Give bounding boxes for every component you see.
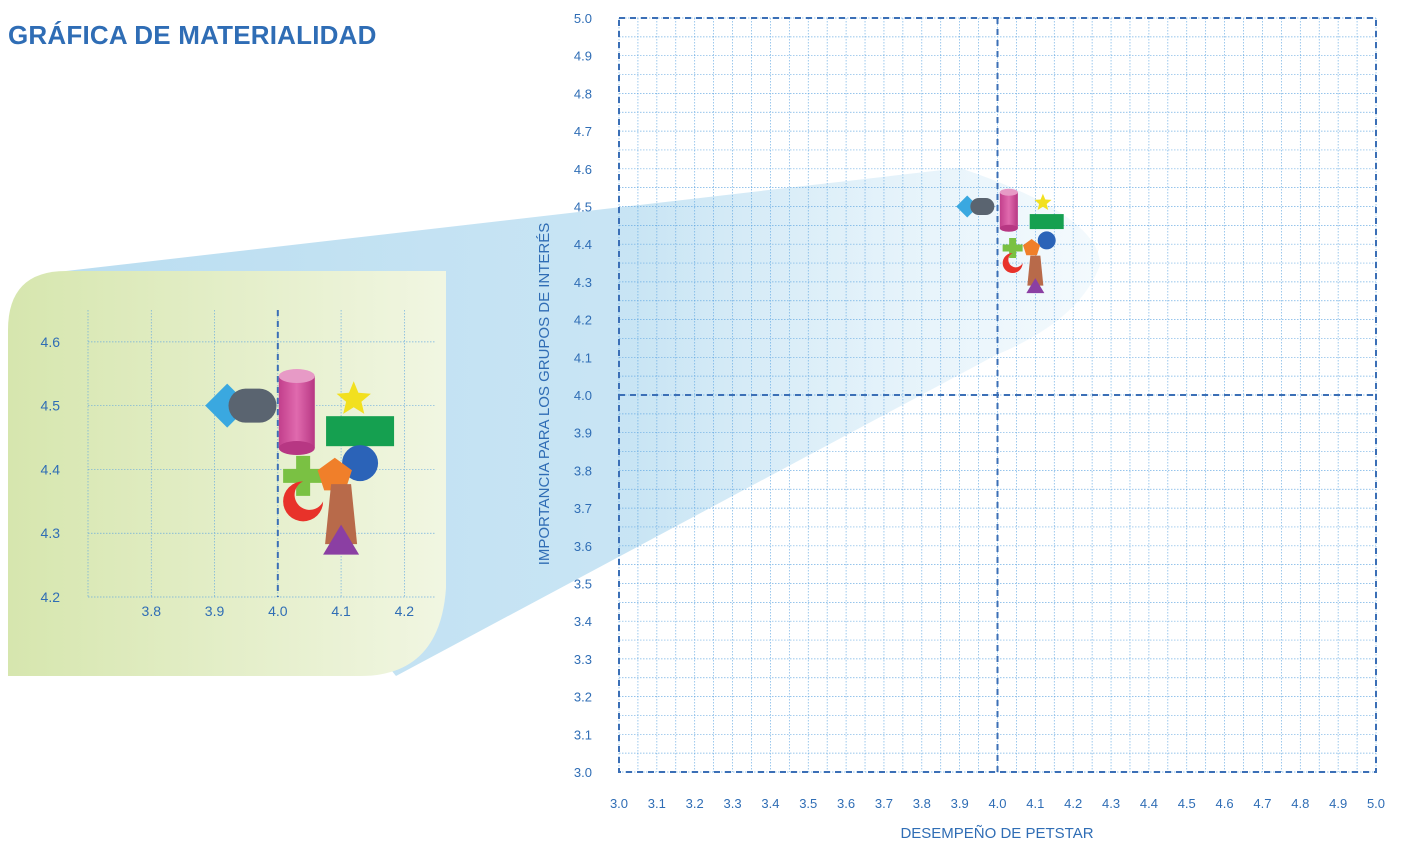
cylinder-top bbox=[278, 369, 315, 384]
x-tick-label: 4.7 bbox=[1253, 796, 1271, 811]
data-point-trapezoid bbox=[1027, 255, 1044, 286]
data-point-triangle bbox=[1026, 278, 1045, 294]
data-point-rectangle bbox=[326, 416, 395, 447]
data-point-pentagon bbox=[1023, 239, 1041, 256]
x-tick-label: 4.8 bbox=[1291, 796, 1309, 811]
x-tick-label: 4.6 bbox=[1216, 796, 1234, 811]
inset-chart: 3.8 3.9 4.0 4.1 4.2 4.2 4.3 4.4 4.5 4.6 bbox=[41, 310, 436, 619]
x-tick-label: 4.0 bbox=[988, 796, 1006, 811]
y-tick-label: 4.9 bbox=[574, 49, 592, 64]
x-tick-label: 3.9 bbox=[205, 603, 225, 619]
page-title: GRÁFICA DE MATERIALIDAD bbox=[8, 20, 377, 50]
data-point-crescent bbox=[283, 481, 324, 522]
data-point-circle bbox=[1037, 231, 1056, 250]
x-tick-label: 3.3 bbox=[724, 796, 742, 811]
y-tick-label: 4.4 bbox=[41, 461, 61, 477]
x-tick-label: 3.9 bbox=[951, 796, 969, 811]
data-point-triangle bbox=[323, 524, 360, 555]
y-tick-label: 3.6 bbox=[574, 539, 592, 554]
x-tick-label: 3.8 bbox=[913, 796, 931, 811]
y-tick-label: 3.3 bbox=[574, 652, 592, 667]
x-tick-label: 5.0 bbox=[1367, 796, 1385, 811]
y-tick-label: 4.1 bbox=[574, 350, 592, 365]
x-tick-label: 4.0 bbox=[268, 603, 288, 619]
data-point-capsule bbox=[228, 388, 277, 423]
y-tick-label: 3.0 bbox=[574, 765, 592, 780]
data-point-star bbox=[1034, 193, 1052, 210]
y-tick-label: 3.1 bbox=[574, 727, 592, 742]
data-point-pentagon bbox=[317, 457, 352, 491]
y-tick-label: 4.0 bbox=[574, 388, 592, 403]
data-point-trapezoid bbox=[325, 484, 358, 545]
x-tick-label: 3.8 bbox=[142, 603, 162, 619]
cylinder-body bbox=[278, 376, 315, 449]
data-point-star bbox=[336, 381, 371, 414]
x-tick-label: 3.7 bbox=[875, 796, 893, 811]
y-tick-label: 4.5 bbox=[574, 200, 592, 215]
cylinder-bottom bbox=[278, 441, 315, 456]
y-tick-label: 4.7 bbox=[574, 124, 592, 139]
y-tick-label: 4.4 bbox=[574, 237, 592, 252]
cylinder-top bbox=[999, 188, 1018, 196]
y-tick-label: 4.5 bbox=[41, 398, 61, 414]
cylinder-bottom bbox=[999, 224, 1018, 232]
y-tick-label: 4.3 bbox=[574, 275, 592, 290]
x-tick-label: 4.1 bbox=[331, 603, 351, 619]
y-tick-label: 3.2 bbox=[574, 690, 592, 705]
y-tick-label: 3.4 bbox=[574, 614, 592, 629]
data-point-cross bbox=[1002, 237, 1023, 258]
x-tick-label: 4.2 bbox=[395, 603, 415, 619]
y-tick-label: 4.2 bbox=[574, 313, 592, 328]
data-points bbox=[956, 188, 1064, 294]
y-tick-label: 4.2 bbox=[41, 589, 61, 605]
data-point-cylinder bbox=[999, 188, 1018, 232]
x-tick-label: 3.1 bbox=[648, 796, 666, 811]
x-tick-label: 4.5 bbox=[1178, 796, 1196, 811]
x-tick-label: 4.3 bbox=[1102, 796, 1120, 811]
x-axis-label: DESEMPEÑO DE PETSTAR bbox=[900, 825, 1093, 842]
data-point-rectangle bbox=[1029, 214, 1064, 230]
x-tick-label: 3.6 bbox=[837, 796, 855, 811]
inset-background bbox=[8, 271, 446, 676]
y-tick-label: 4.3 bbox=[41, 525, 61, 541]
y-tick-label: 4.6 bbox=[574, 162, 592, 177]
y-tick-label: 3.8 bbox=[574, 463, 592, 478]
x-tick-label: 3.2 bbox=[686, 796, 704, 811]
data-point-cylinder bbox=[278, 369, 315, 456]
x-tick-label: 3.0 bbox=[610, 796, 628, 811]
x-tick-label: 4.2 bbox=[1064, 796, 1082, 811]
x-tick-label: 4.1 bbox=[1026, 796, 1044, 811]
y-tick-label: 3.9 bbox=[574, 426, 592, 441]
y-tick-label: 4.6 bbox=[41, 334, 61, 350]
data-point-crescent bbox=[1002, 253, 1023, 274]
y-axis-label: IMPORTANCIA PARA LOS GRUPOS DE INTERÉS bbox=[536, 223, 553, 566]
data-point-capsule bbox=[970, 198, 995, 215]
y-tick-label: 4.8 bbox=[574, 86, 592, 101]
x-tick-label: 3.5 bbox=[799, 796, 817, 811]
data-points bbox=[205, 369, 395, 555]
cylinder-body bbox=[999, 192, 1018, 229]
x-tick-label: 4.4 bbox=[1140, 796, 1158, 811]
x-tick-label: 3.4 bbox=[761, 796, 779, 811]
main-chart: 3.0 3.1 3.2 3.3 3.4 3.5 3.6 3.7 3.8 3.9 4.0 4.1 4.2 4… bbox=[574, 11, 1385, 811]
y-tick-label: 5.0 bbox=[574, 11, 592, 26]
y-tick-label: 3.5 bbox=[574, 577, 592, 592]
data-point-cross bbox=[283, 455, 324, 496]
y-tick-label: 3.7 bbox=[574, 501, 592, 516]
x-tick-label: 4.9 bbox=[1329, 796, 1347, 811]
